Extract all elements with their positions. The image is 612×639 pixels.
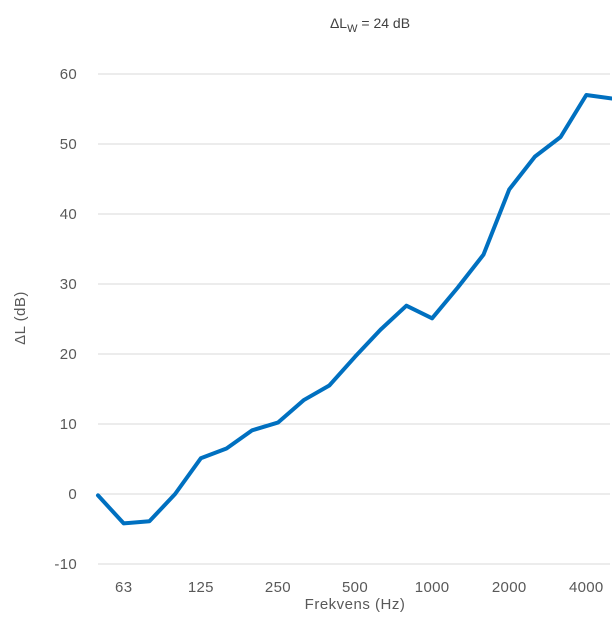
y-tick-label: 50	[60, 136, 77, 153]
series-line	[96, 93, 612, 526]
y-tick-label: 40	[60, 206, 77, 223]
y-axis-tick-labels: -10 0 10 20 30 40 50 60	[54, 66, 77, 573]
gridlines	[98, 73, 610, 565]
x-tick-label: 4000	[569, 579, 604, 596]
x-tick-label: 1000	[415, 579, 450, 596]
x-axis-tick-labels: 63 125 250 500 1000 2000 4000	[115, 579, 604, 596]
y-tick-label: 30	[60, 276, 77, 293]
y-tick-label: 20	[60, 346, 77, 363]
y-tick-label: 0	[68, 486, 77, 503]
chart-title-prefix: ΔL	[330, 15, 347, 31]
y-axis-title: ΔL (dB)	[12, 291, 29, 345]
x-tick-label: 63	[115, 579, 132, 596]
x-tick-label: 2000	[492, 579, 527, 596]
y-tick-label: 10	[60, 416, 77, 433]
series-group	[96, 93, 612, 526]
chart-title-suffix: = 24 dB	[357, 15, 410, 31]
x-tick-label: 250	[265, 579, 291, 596]
y-tick-label: 60	[60, 66, 77, 83]
y-tick-label: -10	[54, 556, 77, 573]
x-axis-title: Frekvens (Hz)	[305, 596, 406, 613]
chart-title: ΔLW = 24 dB	[330, 15, 410, 35]
x-tick-label: 500	[342, 579, 368, 596]
x-tick-label: 125	[188, 579, 214, 596]
chart-title-subscript: W	[347, 23, 358, 35]
